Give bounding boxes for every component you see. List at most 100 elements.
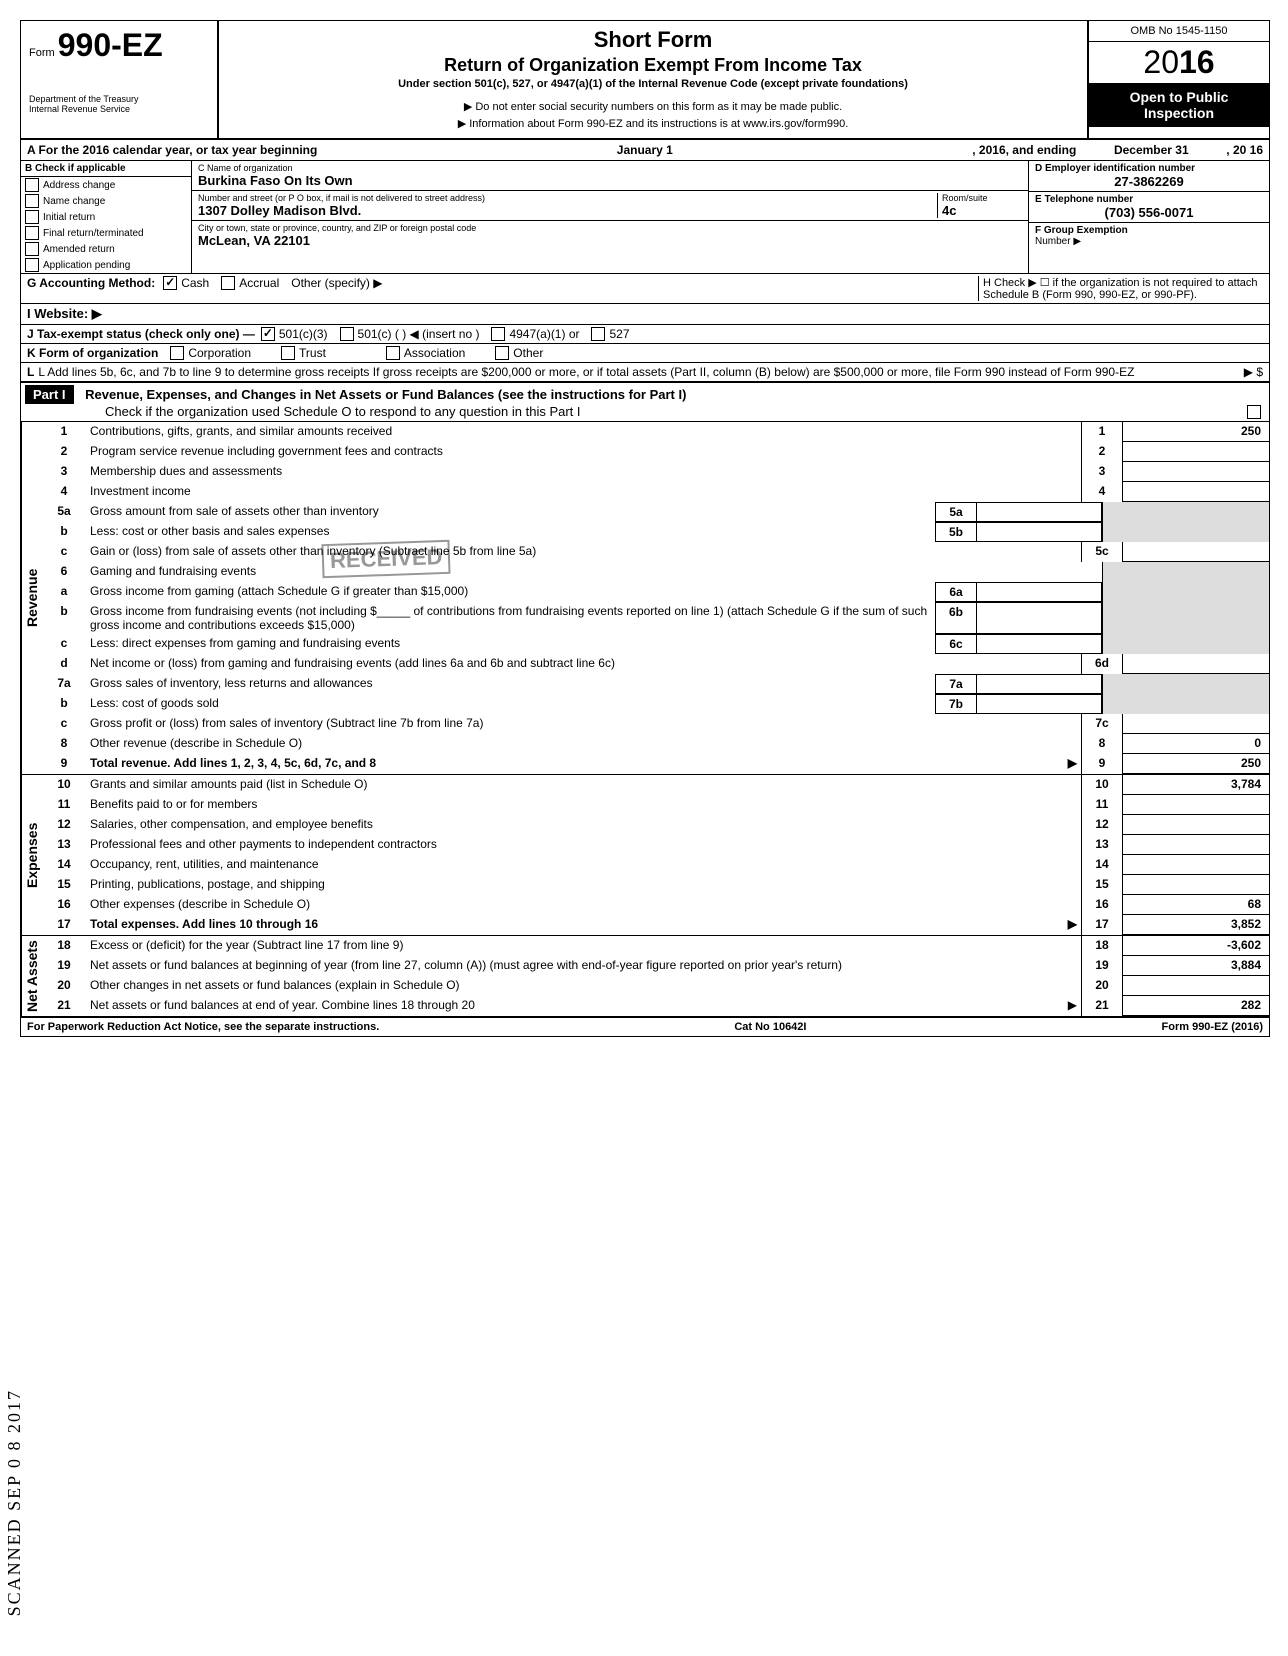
ein: 27-3862269 [1035, 174, 1263, 189]
line-6a: a Gross income from gaming (attach Sched… [42, 582, 1269, 602]
notice-info: ▶ Information about Form 990-EZ and its … [227, 117, 1079, 130]
line-9: 9 Total revenue. Add lines 1, 2, 3, 4, 5… [42, 754, 1269, 774]
line-15: 15 Printing, publications, postage, and … [42, 875, 1269, 895]
form-number-box: Form 990-EZ Department of the Treasury I… [21, 21, 219, 138]
phone-label: E Telephone number [1035, 194, 1263, 205]
accrual-checkbox[interactable] [221, 276, 235, 290]
netassets-section: Net Assets 18 Excess or (deficit) for th… [21, 936, 1269, 1018]
line-5c: c Gain or (loss) from sale of assets oth… [42, 542, 1269, 562]
check-item: Name change [21, 193, 191, 209]
check-item: Amended return [21, 241, 191, 257]
room: 4c [942, 203, 1022, 218]
section-bcd: B Check if applicable Address changeName… [21, 161, 1269, 274]
tax-year: 2016 [1089, 42, 1269, 83]
checkbox[interactable] [25, 194, 39, 208]
row-k: K Form of organization Corporation Trust… [21, 344, 1269, 363]
check-item: Initial return [21, 209, 191, 225]
line-7b: b Less: cost of goods sold 7b [42, 694, 1269, 714]
line-10: 10 Grants and similar amounts paid (list… [42, 775, 1269, 795]
trust-checkbox[interactable] [281, 346, 295, 360]
revenue-label: Revenue [21, 422, 42, 774]
line-6b: b Gross income from fundraising events (… [42, 602, 1269, 634]
part1-title: Revenue, Expenses, and Changes in Net As… [85, 387, 686, 402]
street: 1307 Dolley Madison Blvd. [198, 203, 937, 218]
line-11: 11 Benefits paid to or for members 11 [42, 795, 1269, 815]
check-item: Final return/terminated [21, 225, 191, 241]
title-return: Return of Organization Exempt From Incom… [227, 55, 1079, 76]
527-checkbox[interactable] [591, 327, 605, 341]
street-label: Number and street (or P O box, if mail i… [198, 193, 937, 203]
g-label: G Accounting Method: [27, 276, 155, 301]
scanned-stamp: SCANNED SEP 0 8 2017 [4, 1389, 25, 1616]
line-7a: 7a Gross sales of inventory, less return… [42, 674, 1269, 694]
checkbox[interactable] [25, 242, 39, 256]
line-16: 16 Other expenses (describe in Schedule … [42, 895, 1269, 915]
org-name-label: C Name of organization [198, 163, 1022, 173]
expenses-section: Expenses 10 Grants and similar amounts p… [21, 775, 1269, 936]
other-checkbox[interactable] [495, 346, 509, 360]
row-a-tax-year: A For the 2016 calendar year, or tax yea… [21, 140, 1269, 161]
checkbox[interactable] [25, 178, 39, 192]
line-19: 19 Net assets or fund balances at beginn… [42, 956, 1269, 976]
checkbox[interactable] [25, 226, 39, 240]
phone: (703) 556-0071 [1035, 205, 1263, 220]
checkbox[interactable] [25, 210, 39, 224]
cash-checkbox[interactable] [163, 276, 177, 290]
line-4: 4 Investment income 4 [42, 482, 1269, 502]
501c-checkbox[interactable] [340, 327, 354, 341]
line-18: 18 Excess or (deficit) for the year (Sub… [42, 936, 1269, 956]
netassets-label: Net Assets [21, 936, 42, 1016]
footer: For Paperwork Reduction Act Notice, see … [21, 1018, 1269, 1036]
expenses-label: Expenses [21, 775, 42, 935]
omb-box: OMB No 1545-1150 2016 Open to Public Ins… [1089, 21, 1269, 138]
line-6c: c Less: direct expenses from gaming and … [42, 634, 1269, 654]
row-j: J Tax-exempt status (check only one) — 5… [21, 325, 1269, 344]
line-20: 20 Other changes in net assets or fund b… [42, 976, 1269, 996]
line-17: 17 Total expenses. Add lines 10 through … [42, 915, 1269, 935]
group-num: Number ▶ [1035, 236, 1263, 247]
ein-label: D Employer identification number [1035, 163, 1263, 174]
city: McLean, VA 22101 [198, 233, 1022, 248]
line-6d: d Net income or (loss) from gaming and f… [42, 654, 1269, 674]
line-12: 12 Salaries, other compensation, and emp… [42, 815, 1269, 835]
row-i: I Website: ▶ [21, 304, 1269, 325]
schedule-o-checkbox[interactable] [1247, 405, 1261, 419]
form-header: Form 990-EZ Department of the Treasury I… [21, 21, 1269, 140]
corp-checkbox[interactable] [170, 346, 184, 360]
title-box: Short Form Return of Organization Exempt… [219, 21, 1089, 138]
h-check: H Check ▶ ☐ if the organization is not r… [978, 276, 1263, 301]
open-to-public: Open to Public Inspection [1089, 83, 1269, 127]
b-header: B Check if applicable [21, 161, 191, 177]
received-stamp: RECEIVED [321, 540, 451, 578]
assoc-checkbox[interactable] [386, 346, 400, 360]
city-label: City or town, state or province, country… [198, 223, 1022, 233]
dept-treasury: Department of the Treasury Internal Reve… [29, 64, 209, 114]
revenue-section: Revenue RECEIVED 1 Contributions, gifts,… [21, 422, 1269, 775]
check-item: Application pending [21, 257, 191, 273]
line-14: 14 Occupancy, rent, utilities, and maint… [42, 855, 1269, 875]
line-1: 1 Contributions, gifts, grants, and simi… [42, 422, 1269, 442]
col-c-org: C Name of organization Burkina Faso On I… [192, 161, 1028, 273]
part1-label: Part I [25, 385, 74, 404]
org-name: Burkina Faso On Its Own [198, 173, 1022, 188]
line-5a: 5a Gross amount from sale of assets othe… [42, 502, 1269, 522]
form-prefix: Form [29, 47, 55, 59]
col-b-checks: B Check if applicable Address changeName… [21, 161, 192, 273]
footer-mid: Cat No 10642I [734, 1021, 806, 1033]
subtitle: Under section 501(c), 527, or 4947(a)(1)… [227, 78, 1079, 90]
501c3-checkbox[interactable] [261, 327, 275, 341]
line-21: 21 Net assets or fund balances at end of… [42, 996, 1269, 1016]
line-6: 6 Gaming and fundraising events [42, 562, 1269, 582]
notice-ssn: ▶ Do not enter social security numbers o… [227, 100, 1079, 113]
checkbox[interactable] [25, 258, 39, 272]
room-label: Room/suite [942, 193, 1022, 203]
line-7c: c Gross profit or (loss) from sales of i… [42, 714, 1269, 734]
title-short-form: Short Form [227, 27, 1079, 53]
footer-left: For Paperwork Reduction Act Notice, see … [27, 1021, 379, 1033]
row-l: L L Add lines 5b, 6c, and 7b to line 9 t… [21, 363, 1269, 382]
col-right-def: D Employer identification number 27-3862… [1028, 161, 1269, 273]
line-3: 3 Membership dues and assessments 3 [42, 462, 1269, 482]
footer-right: Form 990-EZ (2016) [1162, 1021, 1263, 1033]
part1-header: Part I Revenue, Expenses, and Changes in… [21, 382, 1269, 422]
4947-checkbox[interactable] [491, 327, 505, 341]
